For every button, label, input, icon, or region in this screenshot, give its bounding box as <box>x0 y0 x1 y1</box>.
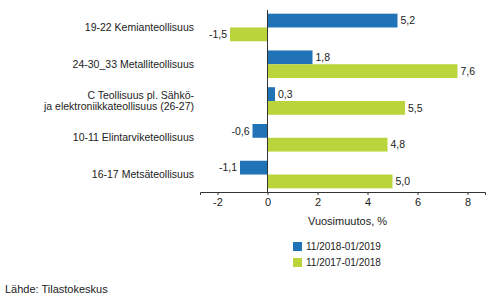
legend-label: 11/2017-01/2018 <box>306 257 381 268</box>
category-label-line: 19-22 Kemianteollisuus <box>85 21 194 33</box>
bar <box>268 14 398 28</box>
y-tick: C Teollisuus pl. Sähkö-ja elektroniikkat… <box>43 89 194 113</box>
bar <box>268 101 406 115</box>
data-label: 5,5 <box>408 102 423 114</box>
data-label: 5,0 <box>396 175 411 187</box>
x-tick-mark <box>268 192 269 195</box>
data-label: 4,8 <box>391 138 406 150</box>
x-tick-mark <box>418 192 419 195</box>
data-label: -1,1 <box>219 161 237 173</box>
legend-swatch <box>293 242 302 251</box>
bar <box>268 87 276 101</box>
x-axis: -2 0 2 4 6 8 <box>201 192 486 208</box>
x-tick: 6 <box>415 192 421 208</box>
data-labels: 5,2 1,8 0,3 -0,6 -1,1 -1,5 7,6 5,5 4,8 5,0 <box>209 14 475 187</box>
category-label: 10-11 Elintarviketeollisuus <box>73 131 194 143</box>
x-tick: 2 <box>315 192 321 208</box>
legend-item: 11/2018-01/2019 <box>293 241 381 252</box>
bar <box>268 175 393 189</box>
bar <box>268 50 313 64</box>
category-label-line: 10-11 Elintarviketeollisuus <box>73 131 194 143</box>
y-tick: 19-22 Kemianteollisuus <box>85 21 194 33</box>
x-tick-label: 6 <box>415 196 421 208</box>
y-tick: 16-17 Metsäteollisuus <box>92 168 194 180</box>
y-tick: 10-11 Elintarviketeollisuus <box>73 131 194 143</box>
category-label-line: 16-17 Metsäteollisuus <box>92 168 194 180</box>
legend-item: 11/2017-01/2018 <box>293 257 381 268</box>
bar <box>240 161 268 175</box>
x-tick-label: 4 <box>365 196 371 208</box>
legend-swatch <box>293 258 302 267</box>
source: Lähde: Tilastokeskus <box>5 283 108 295</box>
category-label: 19-22 Kemianteollisuus <box>85 21 194 33</box>
category-label: 24-30_33 Metalliteollisuus <box>73 58 194 70</box>
data-label: 7,6 <box>461 65 476 77</box>
x-tick-label: 8 <box>465 196 471 208</box>
x-tick-mark <box>368 192 369 195</box>
zero-line <box>267 10 268 192</box>
legend: 11/2018-01/2019 11/2017-01/2018 <box>293 241 381 268</box>
bar <box>253 124 268 138</box>
category-label-line: C Teollisuus pl. Sähkö- <box>87 89 194 101</box>
category-label-line: 24-30_33 Metalliteollisuus <box>73 58 194 70</box>
data-label: -0,6 <box>231 125 249 137</box>
x-tick-mark <box>218 192 219 195</box>
data-label: -1,5 <box>209 28 227 40</box>
bar <box>268 138 388 152</box>
x-tick-label: 2 <box>315 196 321 208</box>
data-label: 5,2 <box>401 14 416 26</box>
x-axis-title: Vuosimuutos, % <box>308 215 387 227</box>
bar <box>230 27 268 41</box>
x-tick: 4 <box>365 192 371 208</box>
x-tick-label: -2 <box>213 196 223 208</box>
bar <box>268 64 458 78</box>
y-tick: 24-30_33 Metalliteollisuus <box>73 58 194 70</box>
legend-label: 11/2018-01/2019 <box>306 241 381 252</box>
category-label-line: ja elektroniikkateollisuus (26-27) <box>43 100 194 112</box>
x-tick: 8 <box>465 192 471 208</box>
x-tick: 0 <box>265 192 271 208</box>
x-tick-mark <box>318 192 319 195</box>
x-tick-label: 0 <box>265 196 271 208</box>
category-label: 16-17 Metsäteollisuus <box>92 168 194 180</box>
x-tick: -2 <box>213 192 223 208</box>
chart: 5,2 1,8 0,3 -0,6 -1,1 -1,5 7,6 5,5 4,8 5,0 -2 0 2 4 6 8… <box>0 0 493 304</box>
x-tick-mark <box>468 192 469 195</box>
bars <box>230 14 458 189</box>
y-axis: 19-22 Kemianteollisuus 24-30_33 Metallite… <box>43 21 194 180</box>
x-axis-line <box>201 193 486 196</box>
data-label: 0,3 <box>278 88 293 100</box>
category-label: C Teollisuus pl. Sähkö-ja elektroniikkat… <box>43 89 194 113</box>
data-label: 1,8 <box>316 51 331 63</box>
